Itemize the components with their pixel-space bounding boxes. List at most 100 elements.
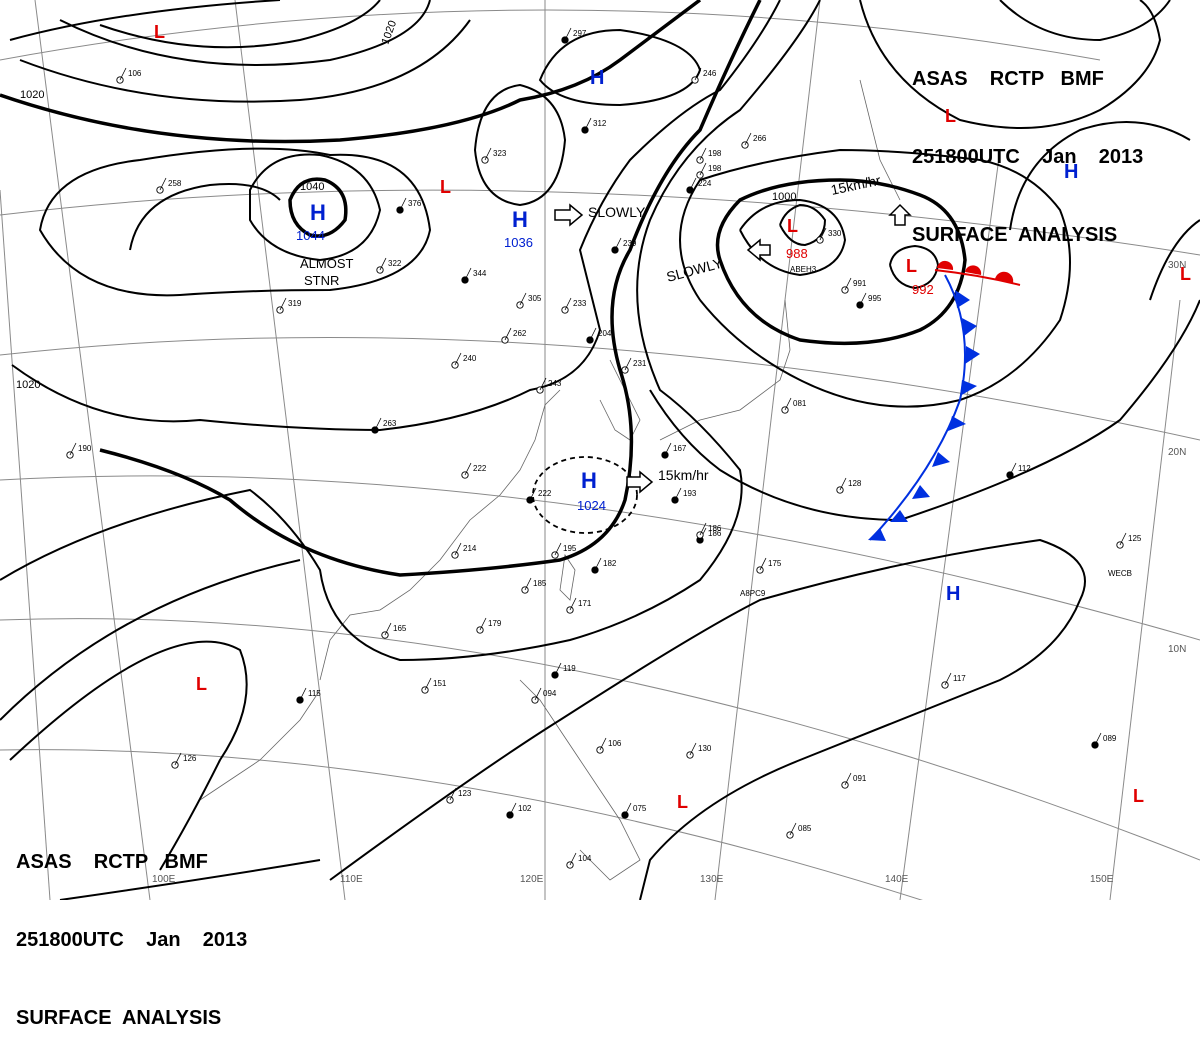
motion-arrow — [746, 238, 771, 262]
station-plot: 263 — [371, 417, 397, 434]
parallel-40n — [0, 9, 1101, 61]
wind-barb — [759, 557, 767, 571]
wind-barb — [844, 772, 852, 786]
station-pressure: 102 — [518, 804, 532, 813]
isobar — [779, 203, 827, 247]
station-plot: 186 — [696, 522, 722, 539]
station-plot: 312 — [581, 117, 607, 134]
wind-barb — [279, 297, 287, 311]
station-plot: 198 — [696, 162, 722, 179]
meridian-150e — [1109, 299, 1181, 900]
station-plot: 085 — [786, 822, 812, 839]
wind-barb — [784, 397, 792, 411]
station-plot: 089 — [1091, 732, 1117, 749]
header-line-3: SURFACE ANALYSIS — [912, 224, 1118, 246]
station-pressure: 262 — [513, 329, 527, 338]
indochina-coast — [199, 689, 321, 801]
wind-barb — [1009, 462, 1017, 476]
low-symbol: L — [787, 216, 798, 236]
station-plot: 214 — [451, 542, 477, 559]
station-plot: 376 — [396, 197, 422, 214]
header-line-2: 251800UTC Jan 2013 — [16, 929, 248, 951]
station-pressure: 089 — [1103, 734, 1117, 743]
wind-barb — [699, 162, 707, 176]
station-pressure: 246 — [703, 69, 717, 78]
station-code: ABEH3 — [790, 265, 817, 274]
wind-barb — [454, 352, 462, 366]
isobar — [129, 183, 281, 251]
korea-coast — [599, 359, 641, 441]
pressure-centers: H 1044 H 1036 H 1024 H H H L 988 L 992 — [154, 22, 1191, 812]
wind-barb — [299, 687, 307, 701]
station-plot: 167 — [661, 442, 687, 459]
wind-barb — [524, 577, 532, 591]
wind-barb — [564, 27, 572, 41]
wind-barb — [174, 752, 182, 766]
wind-barb — [509, 802, 517, 816]
isobar — [473, 83, 567, 207]
station-plot: 130 — [686, 742, 712, 759]
lat-label: 10N — [1168, 644, 1186, 655]
isobar-labels: 1020 1020 1020 1040 1000 — [16, 19, 796, 391]
station-plot: 204 — [586, 327, 612, 344]
station-pressure: 198 — [708, 164, 722, 173]
parallel-s — [0, 749, 923, 900]
station-plot: 330 — [816, 227, 842, 244]
header-line-2: 251800UTC Jan 2013 — [912, 146, 1144, 168]
high-symbol: H — [310, 200, 326, 225]
station-pressure: 195 — [563, 544, 577, 553]
station-plot: 193 — [671, 487, 697, 504]
low-symbol: L — [440, 177, 451, 197]
wind-barb — [819, 227, 827, 241]
station-pressure: 991 — [853, 279, 867, 288]
station-pressure: 243 — [548, 379, 562, 388]
station-pressure: 123 — [458, 789, 472, 798]
station-plot: 165 — [381, 622, 407, 639]
high-center: H 1024 — [577, 468, 606, 513]
station-plot: 233 — [561, 297, 587, 314]
station-plot: 075 — [621, 802, 647, 819]
station-plot: 123 — [446, 787, 472, 804]
station-plot: 112 — [1006, 462, 1031, 479]
station-plot: 222 — [461, 462, 487, 479]
isobar — [19, 19, 471, 103]
station-pressure: 222 — [538, 489, 552, 498]
low-center: L — [1180, 264, 1191, 284]
station-pressure: 204 — [598, 329, 612, 338]
wind-barb — [399, 197, 407, 211]
parallel-10n — [0, 475, 1200, 641]
low-center: L — [677, 792, 688, 812]
low-center: L — [154, 22, 165, 42]
station-pressure: 344 — [473, 269, 487, 278]
low-center: L — [196, 674, 207, 694]
isobar — [739, 198, 847, 277]
isobar — [59, 859, 321, 900]
isobar — [59, 0, 431, 66]
station-pressure: 214 — [463, 544, 477, 553]
wind-barb — [379, 257, 387, 271]
low-value: 992 — [912, 282, 934, 297]
wind-barb — [664, 442, 672, 456]
header-bottom-left: ASAS RCTP BMF 251800UTC Jan 2013 SURFACE… — [16, 797, 247, 1057]
surface-analysis-map: 297 246 106 312 323 258 376 322 319 344 305 233 239 2… — [0, 0, 1200, 900]
station-plot: 322 — [376, 257, 402, 274]
wind-barb — [569, 597, 577, 611]
low-symbol: L — [1133, 786, 1144, 806]
lon-label: 130E — [700, 874, 724, 885]
high-symbol: H — [946, 583, 960, 605]
motion-label: 15km/hr — [658, 467, 709, 483]
wind-barb — [519, 292, 527, 306]
station-pressure: 239 — [623, 239, 637, 248]
station-plot: 128 — [836, 477, 862, 494]
high-value: 1036 — [504, 235, 533, 250]
high-center: H — [946, 583, 960, 605]
station-plot: 179 — [476, 617, 502, 634]
station-plot: 991 — [841, 277, 867, 294]
china-coast — [319, 389, 561, 681]
lat-label: 20N — [1168, 447, 1186, 458]
wind-barb — [534, 687, 542, 701]
low-center: L — [440, 177, 451, 197]
station-plot: 106 — [116, 67, 142, 84]
low-symbol: L — [945, 106, 956, 126]
station-plot: 231 — [621, 357, 647, 374]
